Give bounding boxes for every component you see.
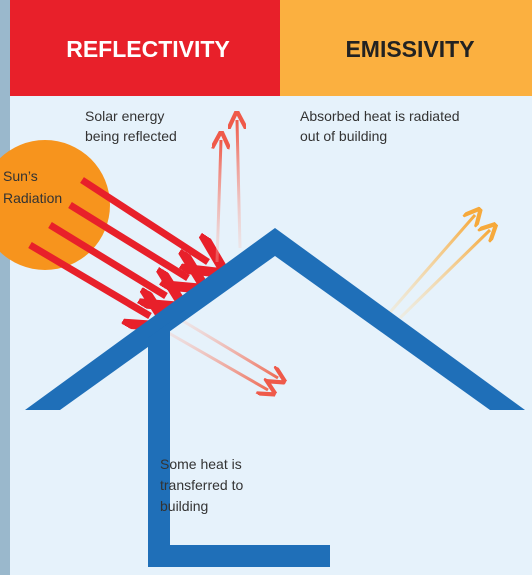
- sun-label: Radiation: [3, 190, 62, 206]
- annotation: Absorbed heat is radiated: [300, 108, 460, 124]
- annotation: out of building: [300, 128, 387, 144]
- header-title: EMISSIVITY: [345, 36, 474, 62]
- annotation: being reflected: [85, 128, 177, 144]
- annotation: Solar energy: [85, 108, 164, 124]
- header-title: REFLECTIVITY: [66, 36, 230, 62]
- annotation: transferred to: [160, 477, 243, 493]
- diagram: REFLECTIVITY EMISSIVITY Sun’s Radiation …: [0, 0, 532, 575]
- annotation: building: [160, 498, 208, 514]
- sun-label: Sun’s: [3, 168, 38, 184]
- annotation: Some heat is: [160, 456, 242, 472]
